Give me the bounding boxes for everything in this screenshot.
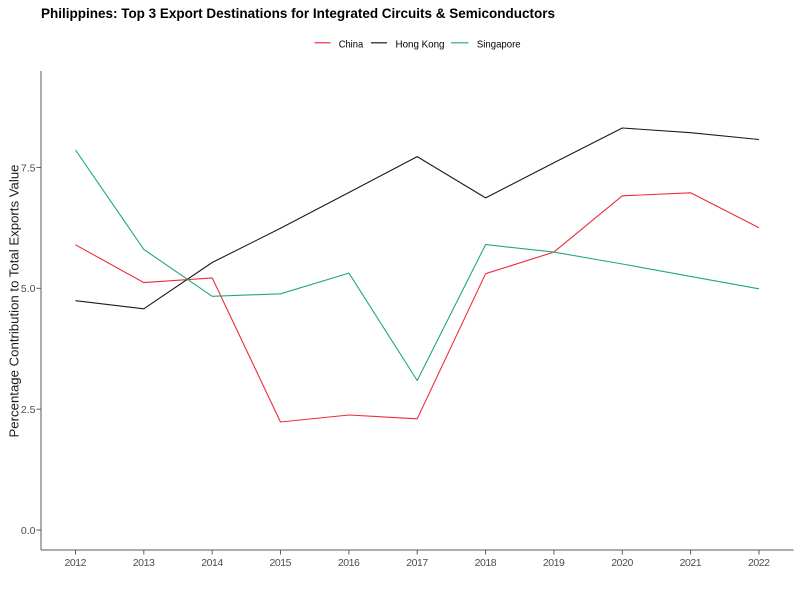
svg-text:2015: 2015 — [270, 557, 292, 569]
svg-text:7.5: 7.5 — [21, 162, 36, 174]
svg-text:2014: 2014 — [201, 557, 223, 569]
svg-text:2.5: 2.5 — [21, 404, 36, 416]
svg-text:Philippines: Top 3 Export Dest: Philippines: Top 3 Export Destinations f… — [41, 5, 555, 21]
svg-text:5.0: 5.0 — [21, 283, 36, 295]
svg-text:2016: 2016 — [338, 557, 360, 569]
svg-text:2021: 2021 — [680, 557, 702, 569]
svg-text:Percentage Contribution to Tot: Percentage Contribution to Total Exports… — [8, 164, 22, 437]
svg-text:2012: 2012 — [65, 557, 87, 569]
svg-text:2019: 2019 — [543, 557, 565, 569]
svg-text:Hong Kong: Hong Kong — [396, 39, 445, 51]
svg-text:2020: 2020 — [611, 557, 633, 569]
svg-text:2013: 2013 — [133, 557, 155, 569]
svg-text:2022: 2022 — [748, 557, 770, 569]
svg-text:Singapore: Singapore — [477, 39, 521, 51]
svg-text:2018: 2018 — [475, 557, 497, 569]
svg-text:2017: 2017 — [406, 557, 428, 569]
svg-text:China: China — [339, 39, 364, 51]
svg-text:0.0: 0.0 — [21, 525, 36, 537]
